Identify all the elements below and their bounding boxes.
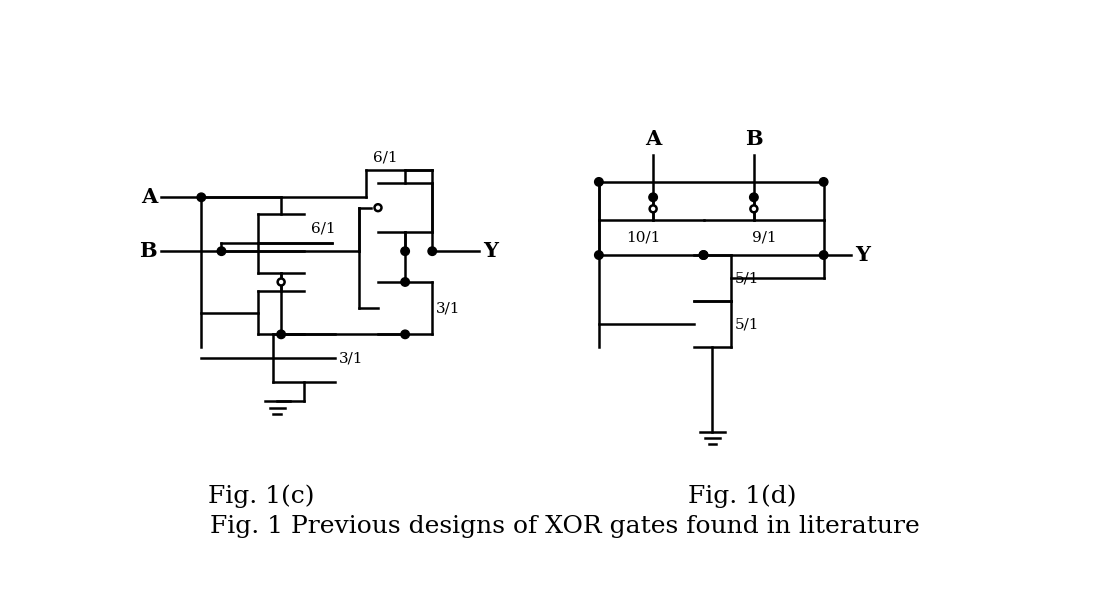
Text: 6/1: 6/1 [311, 222, 335, 236]
Text: A: A [645, 129, 661, 149]
Circle shape [820, 251, 828, 259]
Circle shape [749, 193, 758, 202]
Circle shape [217, 247, 226, 255]
Text: B: B [745, 129, 763, 149]
Circle shape [750, 205, 757, 212]
Text: 3/1: 3/1 [339, 351, 364, 365]
Text: Y: Y [855, 245, 869, 265]
Text: Fig. 1(c): Fig. 1(c) [208, 485, 315, 508]
Circle shape [401, 278, 409, 286]
Circle shape [277, 330, 285, 338]
Text: Y: Y [483, 241, 498, 261]
Text: 3/1: 3/1 [436, 301, 461, 315]
Text: 10/1: 10/1 [626, 231, 660, 245]
Circle shape [649, 193, 658, 202]
Text: A: A [141, 188, 158, 207]
Circle shape [700, 251, 707, 259]
Text: Fig. 1 Previous designs of XOR gates found in literature: Fig. 1 Previous designs of XOR gates fou… [209, 515, 920, 538]
Circle shape [278, 279, 284, 285]
Circle shape [650, 205, 657, 212]
Text: 5/1: 5/1 [735, 271, 759, 285]
Text: B: B [140, 241, 158, 261]
Circle shape [595, 251, 603, 259]
Circle shape [700, 251, 707, 259]
Circle shape [595, 178, 603, 186]
Text: 6/1: 6/1 [374, 150, 398, 164]
Circle shape [401, 330, 409, 338]
Circle shape [401, 247, 409, 255]
Text: 9/1: 9/1 [752, 231, 776, 245]
Circle shape [428, 247, 436, 255]
Text: Fig. 1(d): Fig. 1(d) [688, 485, 797, 508]
Circle shape [375, 204, 381, 211]
Text: 5/1: 5/1 [735, 317, 759, 331]
Circle shape [820, 178, 828, 186]
Circle shape [197, 193, 206, 202]
